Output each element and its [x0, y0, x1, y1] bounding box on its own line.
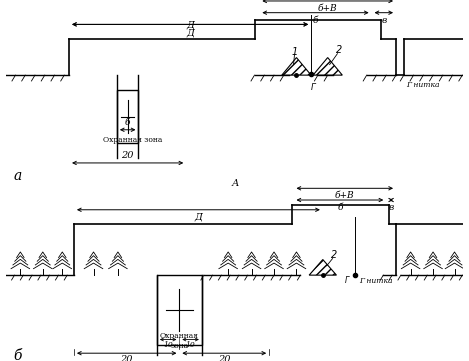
Text: 2: 2	[336, 45, 342, 55]
Text: в: в	[381, 16, 386, 25]
Text: 20: 20	[121, 355, 133, 361]
Text: 10: 10	[163, 342, 173, 349]
Text: б+В: б+В	[335, 191, 355, 200]
Text: 2: 2	[332, 249, 338, 260]
Text: б: б	[313, 16, 318, 25]
Text: А: А	[231, 179, 239, 188]
Text: б: б	[14, 349, 22, 361]
Text: а: а	[14, 169, 22, 183]
Text: Д: Д	[186, 28, 194, 37]
Text: 1: 1	[291, 47, 298, 57]
Text: б: б	[337, 203, 343, 212]
Text: Г: Г	[345, 277, 349, 286]
Text: Г нитка: Г нитка	[359, 277, 393, 285]
Polygon shape	[309, 260, 336, 275]
Polygon shape	[282, 57, 311, 75]
Text: в: в	[388, 203, 393, 212]
Text: Д: Д	[195, 213, 202, 222]
Bar	[157, 275, 202, 345]
Text: б+В: б+В	[318, 4, 338, 13]
Text: Г нитка: Г нитка	[406, 81, 439, 89]
Text: Г: Г	[311, 83, 315, 92]
Polygon shape	[313, 57, 342, 75]
Text: Охранная
зона: Охранная зона	[160, 332, 199, 349]
Text: Охранная зона: Охранная зона	[103, 136, 162, 144]
Text: б: б	[125, 118, 130, 127]
Text: Д: Д	[186, 21, 194, 30]
Text: 20: 20	[218, 355, 230, 361]
Text: 20: 20	[121, 151, 134, 160]
Text: 10: 10	[186, 342, 196, 349]
Bar	[117, 90, 138, 143]
